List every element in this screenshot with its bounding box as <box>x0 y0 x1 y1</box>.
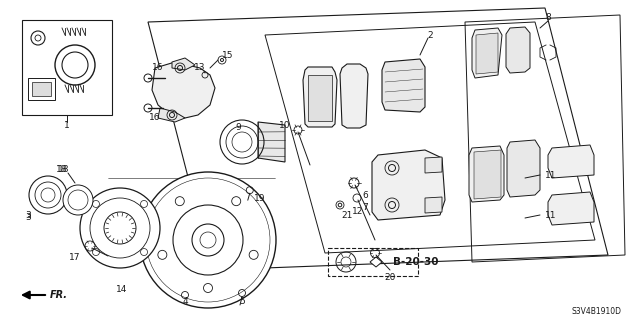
Text: 16: 16 <box>149 114 161 122</box>
Text: 5: 5 <box>239 298 245 307</box>
Polygon shape <box>548 145 594 178</box>
Text: 17: 17 <box>69 254 81 263</box>
Polygon shape <box>425 197 442 213</box>
Text: 18: 18 <box>58 166 70 174</box>
Polygon shape <box>507 140 540 197</box>
Text: 10: 10 <box>279 121 291 130</box>
Text: 1: 1 <box>64 122 70 130</box>
Circle shape <box>63 185 93 215</box>
Polygon shape <box>476 33 498 74</box>
Text: 2: 2 <box>427 31 433 40</box>
Text: S3V4B1910D: S3V4B1910D <box>572 308 622 316</box>
Text: 16: 16 <box>152 63 164 72</box>
Text: 18: 18 <box>56 166 68 174</box>
Text: 11: 11 <box>545 170 557 180</box>
Text: 3: 3 <box>25 212 31 221</box>
Text: 21: 21 <box>341 211 353 219</box>
Text: 13: 13 <box>195 63 205 71</box>
Polygon shape <box>382 59 425 112</box>
Polygon shape <box>32 82 51 96</box>
Text: 15: 15 <box>222 50 234 60</box>
Circle shape <box>29 176 67 214</box>
Text: 11: 11 <box>545 211 557 219</box>
Text: 6: 6 <box>362 190 368 199</box>
Polygon shape <box>340 64 368 128</box>
Polygon shape <box>28 78 55 100</box>
Polygon shape <box>469 146 504 202</box>
Polygon shape <box>172 58 195 70</box>
Text: 7: 7 <box>362 203 368 211</box>
Bar <box>328 248 418 276</box>
Text: FR.: FR. <box>50 290 68 300</box>
Text: 4: 4 <box>182 298 188 307</box>
Polygon shape <box>548 192 594 225</box>
Polygon shape <box>474 150 501 199</box>
Text: 3: 3 <box>25 211 31 219</box>
Polygon shape <box>308 75 332 121</box>
Text: 19: 19 <box>254 194 266 203</box>
Text: 8: 8 <box>545 13 551 23</box>
Text: 9: 9 <box>235 123 241 132</box>
Polygon shape <box>370 257 382 267</box>
Polygon shape <box>372 150 445 220</box>
Text: B-20-30: B-20-30 <box>393 257 438 267</box>
Polygon shape <box>425 157 442 173</box>
Polygon shape <box>152 62 215 118</box>
Text: 12: 12 <box>352 207 364 217</box>
Polygon shape <box>158 108 185 122</box>
Polygon shape <box>472 28 502 78</box>
Circle shape <box>80 188 160 268</box>
Circle shape <box>140 172 276 308</box>
Polygon shape <box>258 122 285 162</box>
Circle shape <box>192 224 224 256</box>
Polygon shape <box>303 67 337 127</box>
Text: 14: 14 <box>116 286 128 294</box>
Polygon shape <box>506 27 530 73</box>
Polygon shape <box>22 20 112 115</box>
Text: 20: 20 <box>384 273 396 283</box>
